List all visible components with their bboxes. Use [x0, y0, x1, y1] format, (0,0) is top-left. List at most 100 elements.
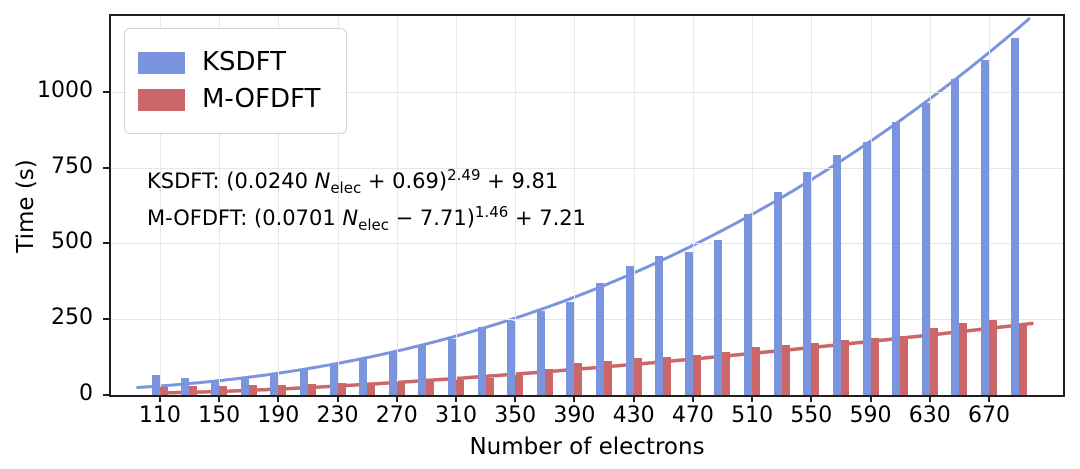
mofdft-bar: [485, 378, 494, 395]
mofdft-bar: [455, 379, 464, 395]
eq1-suffix: + 9.81: [480, 169, 559, 193]
ksdft-bar: [507, 321, 516, 395]
h-gridline: [111, 319, 1063, 321]
v-gridline: [811, 16, 813, 395]
y-tick-mark: [103, 394, 109, 396]
mofdft-bar: [840, 340, 849, 395]
mofdft-bar: [159, 386, 168, 395]
v-gridline: [219, 16, 221, 395]
legend-item-mofdft: M-OFDFT: [138, 84, 320, 115]
x-tick-mark: [869, 397, 872, 402]
x-tick-mark: [336, 397, 339, 402]
x-tick-mark: [632, 397, 635, 402]
mofdft-bar: [367, 382, 376, 395]
eq2-var: N: [342, 206, 359, 230]
v-gridline: [396, 16, 398, 395]
mofdft-bar: [722, 351, 731, 395]
v-gridline: [278, 16, 280, 395]
x-tick-label: 190: [257, 403, 300, 428]
ksdft-bar: [447, 338, 456, 395]
x-tick-label: 550: [790, 403, 833, 428]
h-gridline: [111, 167, 1063, 169]
x-tick-mark: [395, 397, 398, 402]
x-tick-mark: [928, 397, 931, 402]
x-tick-label: 430: [612, 403, 655, 428]
x-tick-mark: [810, 397, 813, 402]
ksdft-bar: [655, 256, 664, 395]
ksdft-bar: [625, 266, 634, 395]
y-tick-label: 250: [51, 305, 93, 331]
v-gridline: [515, 16, 517, 395]
x-tick-mark: [277, 397, 280, 402]
h-gridline: [111, 243, 1063, 245]
tick-marks-layer: [103, 16, 1063, 402]
ksdft-bar: [980, 59, 989, 395]
x-tick-label: 590: [849, 403, 892, 428]
mofdft-bar: [307, 384, 316, 395]
y-tick-mark: [103, 242, 109, 245]
mofdft-bar: [633, 358, 642, 395]
ksdft-bar: [566, 302, 575, 395]
legend: KSDFT M-OFDFT: [124, 28, 348, 135]
legend-label-ksdft: KSDFT: [202, 47, 286, 77]
y-tick-label: 0: [79, 381, 93, 406]
x-tick-label: 110: [138, 403, 181, 428]
mofdft-bar: [189, 386, 198, 395]
ksdft-bar: [477, 327, 486, 395]
ksdft-bar: [892, 121, 901, 395]
mofdft-bar: [752, 347, 761, 395]
mofdft-bar: [396, 381, 405, 395]
mofdft-bar: [604, 360, 613, 395]
ksdft-bar: [714, 239, 723, 395]
ksdft-bar: [388, 351, 397, 395]
legend-item-ksdft: KSDFT: [138, 47, 320, 78]
ksdft-bar: [536, 311, 545, 395]
v-gridline: [870, 16, 872, 395]
mofdft-bar: [426, 380, 435, 395]
mofdft-bar: [515, 375, 524, 395]
mofdft-swatch: [138, 88, 185, 111]
v-gridline: [929, 16, 931, 395]
mofdft-bar: [900, 335, 909, 395]
x-tick-mark: [158, 397, 161, 402]
ksdft-bar: [862, 142, 871, 395]
mofdft-bar: [1018, 324, 1027, 395]
ksdft-bar: [240, 379, 249, 395]
ksdft-bar: [270, 373, 279, 395]
mofdft-bar: [278, 385, 287, 395]
mofdft-bar: [988, 319, 997, 395]
x-tick-mark: [514, 397, 517, 402]
mofdft-bar: [781, 344, 790, 395]
eq1-mid: + 0.69): [361, 169, 448, 193]
x-tick-label: 310: [434, 403, 477, 428]
v-gridline: [692, 16, 694, 395]
x-tick-label: 150: [198, 403, 241, 428]
v-gridline: [337, 16, 339, 395]
plot-area: KSDFT M-OFDFT KSDFT: (0.0240 Nelec + 0.6…: [109, 14, 1065, 397]
x-tick-label: 350: [494, 403, 537, 428]
eq2-exponent: 1.46: [474, 203, 509, 221]
eq2-suffix: + 7.21: [508, 206, 587, 230]
eq2-subscript: elec: [358, 216, 389, 235]
y-tick-mark: [103, 90, 109, 93]
v-gridline: [574, 16, 576, 395]
eq1-prefix: KSDFT: (0.0240: [147, 169, 315, 193]
y-tick-labels: 0 250 500 750 1000: [0, 16, 101, 406]
ksdft-bar: [151, 375, 160, 395]
plot-canvas: [111, 16, 1063, 395]
x-tick-label: 230: [316, 403, 359, 428]
mofdft-bar: [929, 327, 938, 395]
ksdft-bar: [329, 363, 338, 395]
ksdft-bar: [773, 192, 782, 395]
fit-equation-ksdft: KSDFT: (0.0240 Nelec + 0.69)2.49 + 9.81: [147, 157, 586, 197]
mofdft-bar: [219, 385, 228, 395]
v-gridline: [988, 16, 990, 395]
eq1-exponent: 2.49: [447, 166, 481, 184]
mofdft-bar: [248, 385, 257, 395]
mofdft-bar: [544, 369, 553, 395]
x-tick-mark: [691, 397, 694, 402]
y-tick-label: 500: [51, 229, 93, 255]
mofdft-bar: [663, 356, 672, 395]
x-tick-label: 470: [671, 403, 714, 428]
